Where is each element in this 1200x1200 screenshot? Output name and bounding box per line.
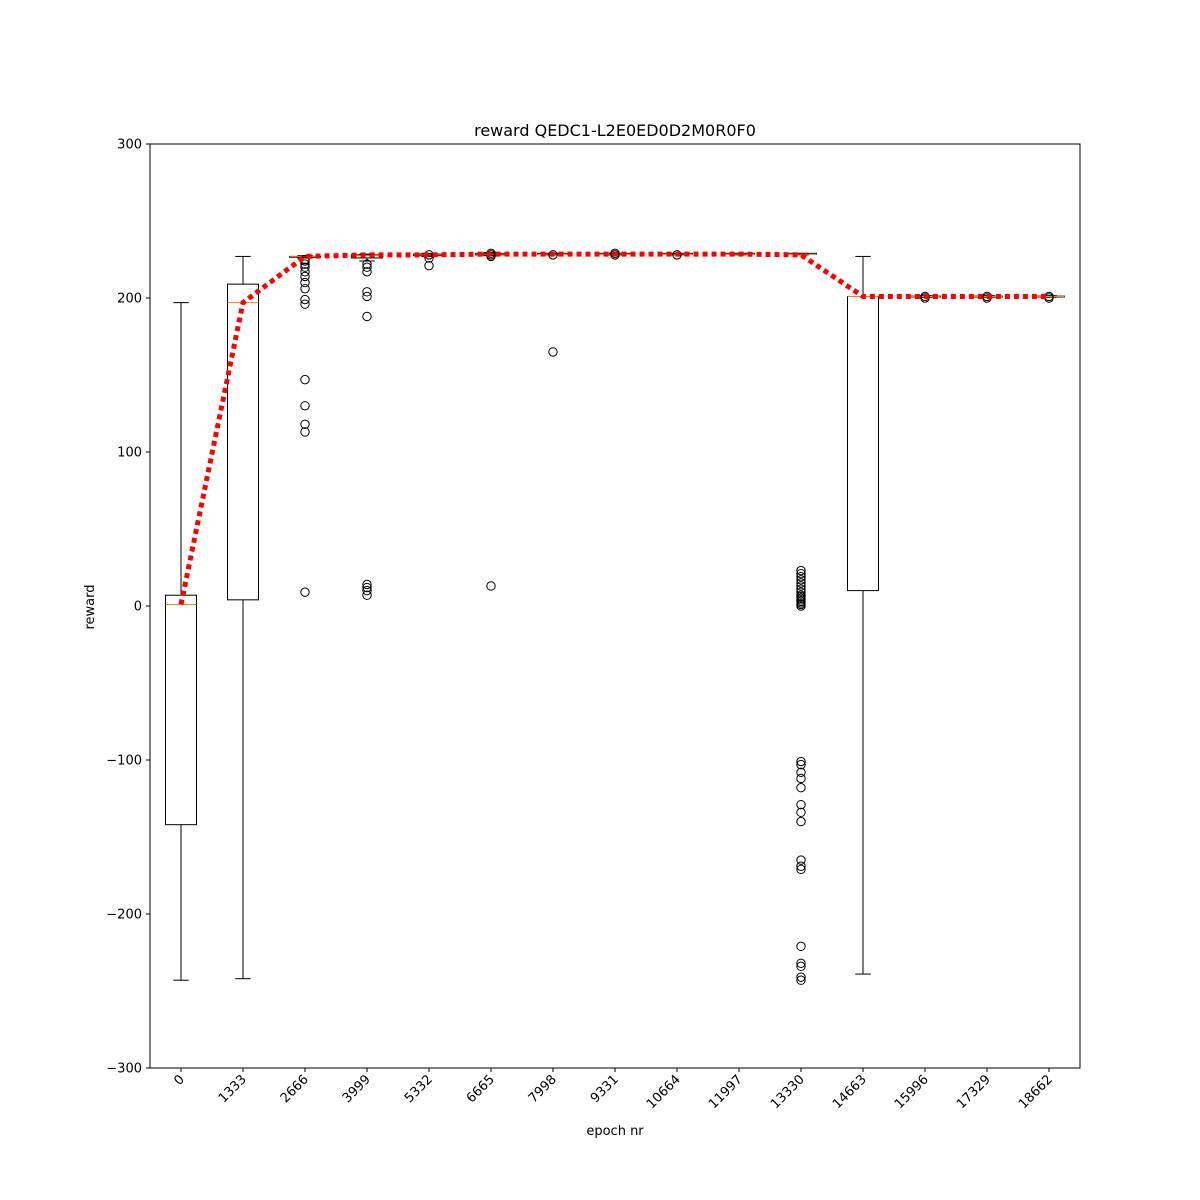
outlier-point bbox=[796, 864, 806, 875]
outlier-point bbox=[362, 259, 372, 269]
outlier-point bbox=[362, 311, 372, 322]
chart-title: reward QEDC1-L2E0ED0D2M0R0F0 bbox=[474, 121, 756, 140]
outlier-point bbox=[796, 961, 806, 972]
outlier-point bbox=[796, 799, 806, 810]
y-tick-label: 300 bbox=[117, 138, 142, 153]
y-tick-label: −200 bbox=[106, 908, 142, 923]
outlier-point bbox=[796, 581, 806, 591]
plot-area bbox=[165, 248, 1065, 985]
outlier-point bbox=[424, 253, 434, 263]
outlier-point bbox=[796, 572, 806, 582]
outlier-point bbox=[300, 262, 310, 272]
outlier-point bbox=[796, 807, 806, 818]
box-group bbox=[785, 252, 817, 985]
outlier-point bbox=[796, 783, 806, 793]
y-tick-label: 200 bbox=[117, 292, 142, 307]
box bbox=[227, 283, 259, 601]
outlier-point bbox=[424, 260, 434, 271]
y-tick-label: −300 bbox=[106, 1062, 142, 1077]
y-axis: −300 −200 −100 0 100 200 300 bbox=[106, 138, 150, 1077]
outlier-point bbox=[796, 975, 806, 985]
outlier-point bbox=[796, 767, 806, 778]
outlier-point bbox=[300, 271, 310, 282]
outlier-point bbox=[920, 291, 930, 302]
outlier-point bbox=[796, 565, 806, 576]
outlier-point bbox=[796, 578, 806, 588]
outlier-point bbox=[796, 756, 806, 767]
outlier-point bbox=[362, 585, 372, 596]
outlier-point bbox=[796, 590, 806, 600]
outlier-point bbox=[796, 941, 806, 952]
outlier-point bbox=[300, 267, 310, 277]
outlier-point bbox=[796, 568, 806, 579]
outlier-point bbox=[796, 759, 806, 770]
y-axis-label: reward bbox=[83, 584, 98, 629]
y-tick-label: 0 bbox=[134, 600, 142, 615]
outlier-point bbox=[362, 590, 372, 600]
outlier-point bbox=[300, 427, 310, 437]
outlier-point bbox=[796, 861, 806, 871]
y-tick-label: 100 bbox=[117, 446, 142, 461]
outlier-point bbox=[300, 277, 310, 288]
outlier-point bbox=[300, 587, 310, 597]
outlier-point bbox=[796, 972, 806, 982]
outlier-point bbox=[300, 294, 310, 305]
x-axis-label: epoch nr bbox=[586, 1124, 644, 1139]
outlier-point bbox=[796, 575, 806, 585]
outlier-point bbox=[362, 287, 372, 297]
outlier-point bbox=[300, 374, 310, 385]
mean-line bbox=[178, 251, 1049, 605]
outlier-point bbox=[548, 250, 558, 260]
outlier-point bbox=[796, 773, 806, 784]
outlier-point bbox=[300, 259, 310, 269]
outlier-point bbox=[796, 855, 806, 865]
y-tick-label: −100 bbox=[106, 754, 142, 769]
outlier-point bbox=[362, 267, 372, 277]
outlier-point bbox=[796, 816, 806, 827]
outlier-point bbox=[672, 250, 682, 260]
outlier-point bbox=[300, 419, 310, 429]
outlier-point bbox=[796, 587, 806, 597]
outlier-point bbox=[796, 584, 806, 594]
outlier-point bbox=[548, 347, 558, 357]
outlier-point bbox=[362, 579, 372, 590]
outlier-point bbox=[610, 248, 620, 259]
outlier-point bbox=[362, 291, 372, 302]
outlier-point bbox=[300, 299, 310, 309]
outlier-point bbox=[300, 401, 310, 411]
outlier-point bbox=[486, 581, 496, 591]
box-group bbox=[227, 255, 259, 980]
outlier-point bbox=[796, 958, 806, 968]
outlier-point bbox=[300, 284, 310, 294]
outlier-point bbox=[362, 582, 372, 593]
outlier-point bbox=[362, 262, 372, 272]
